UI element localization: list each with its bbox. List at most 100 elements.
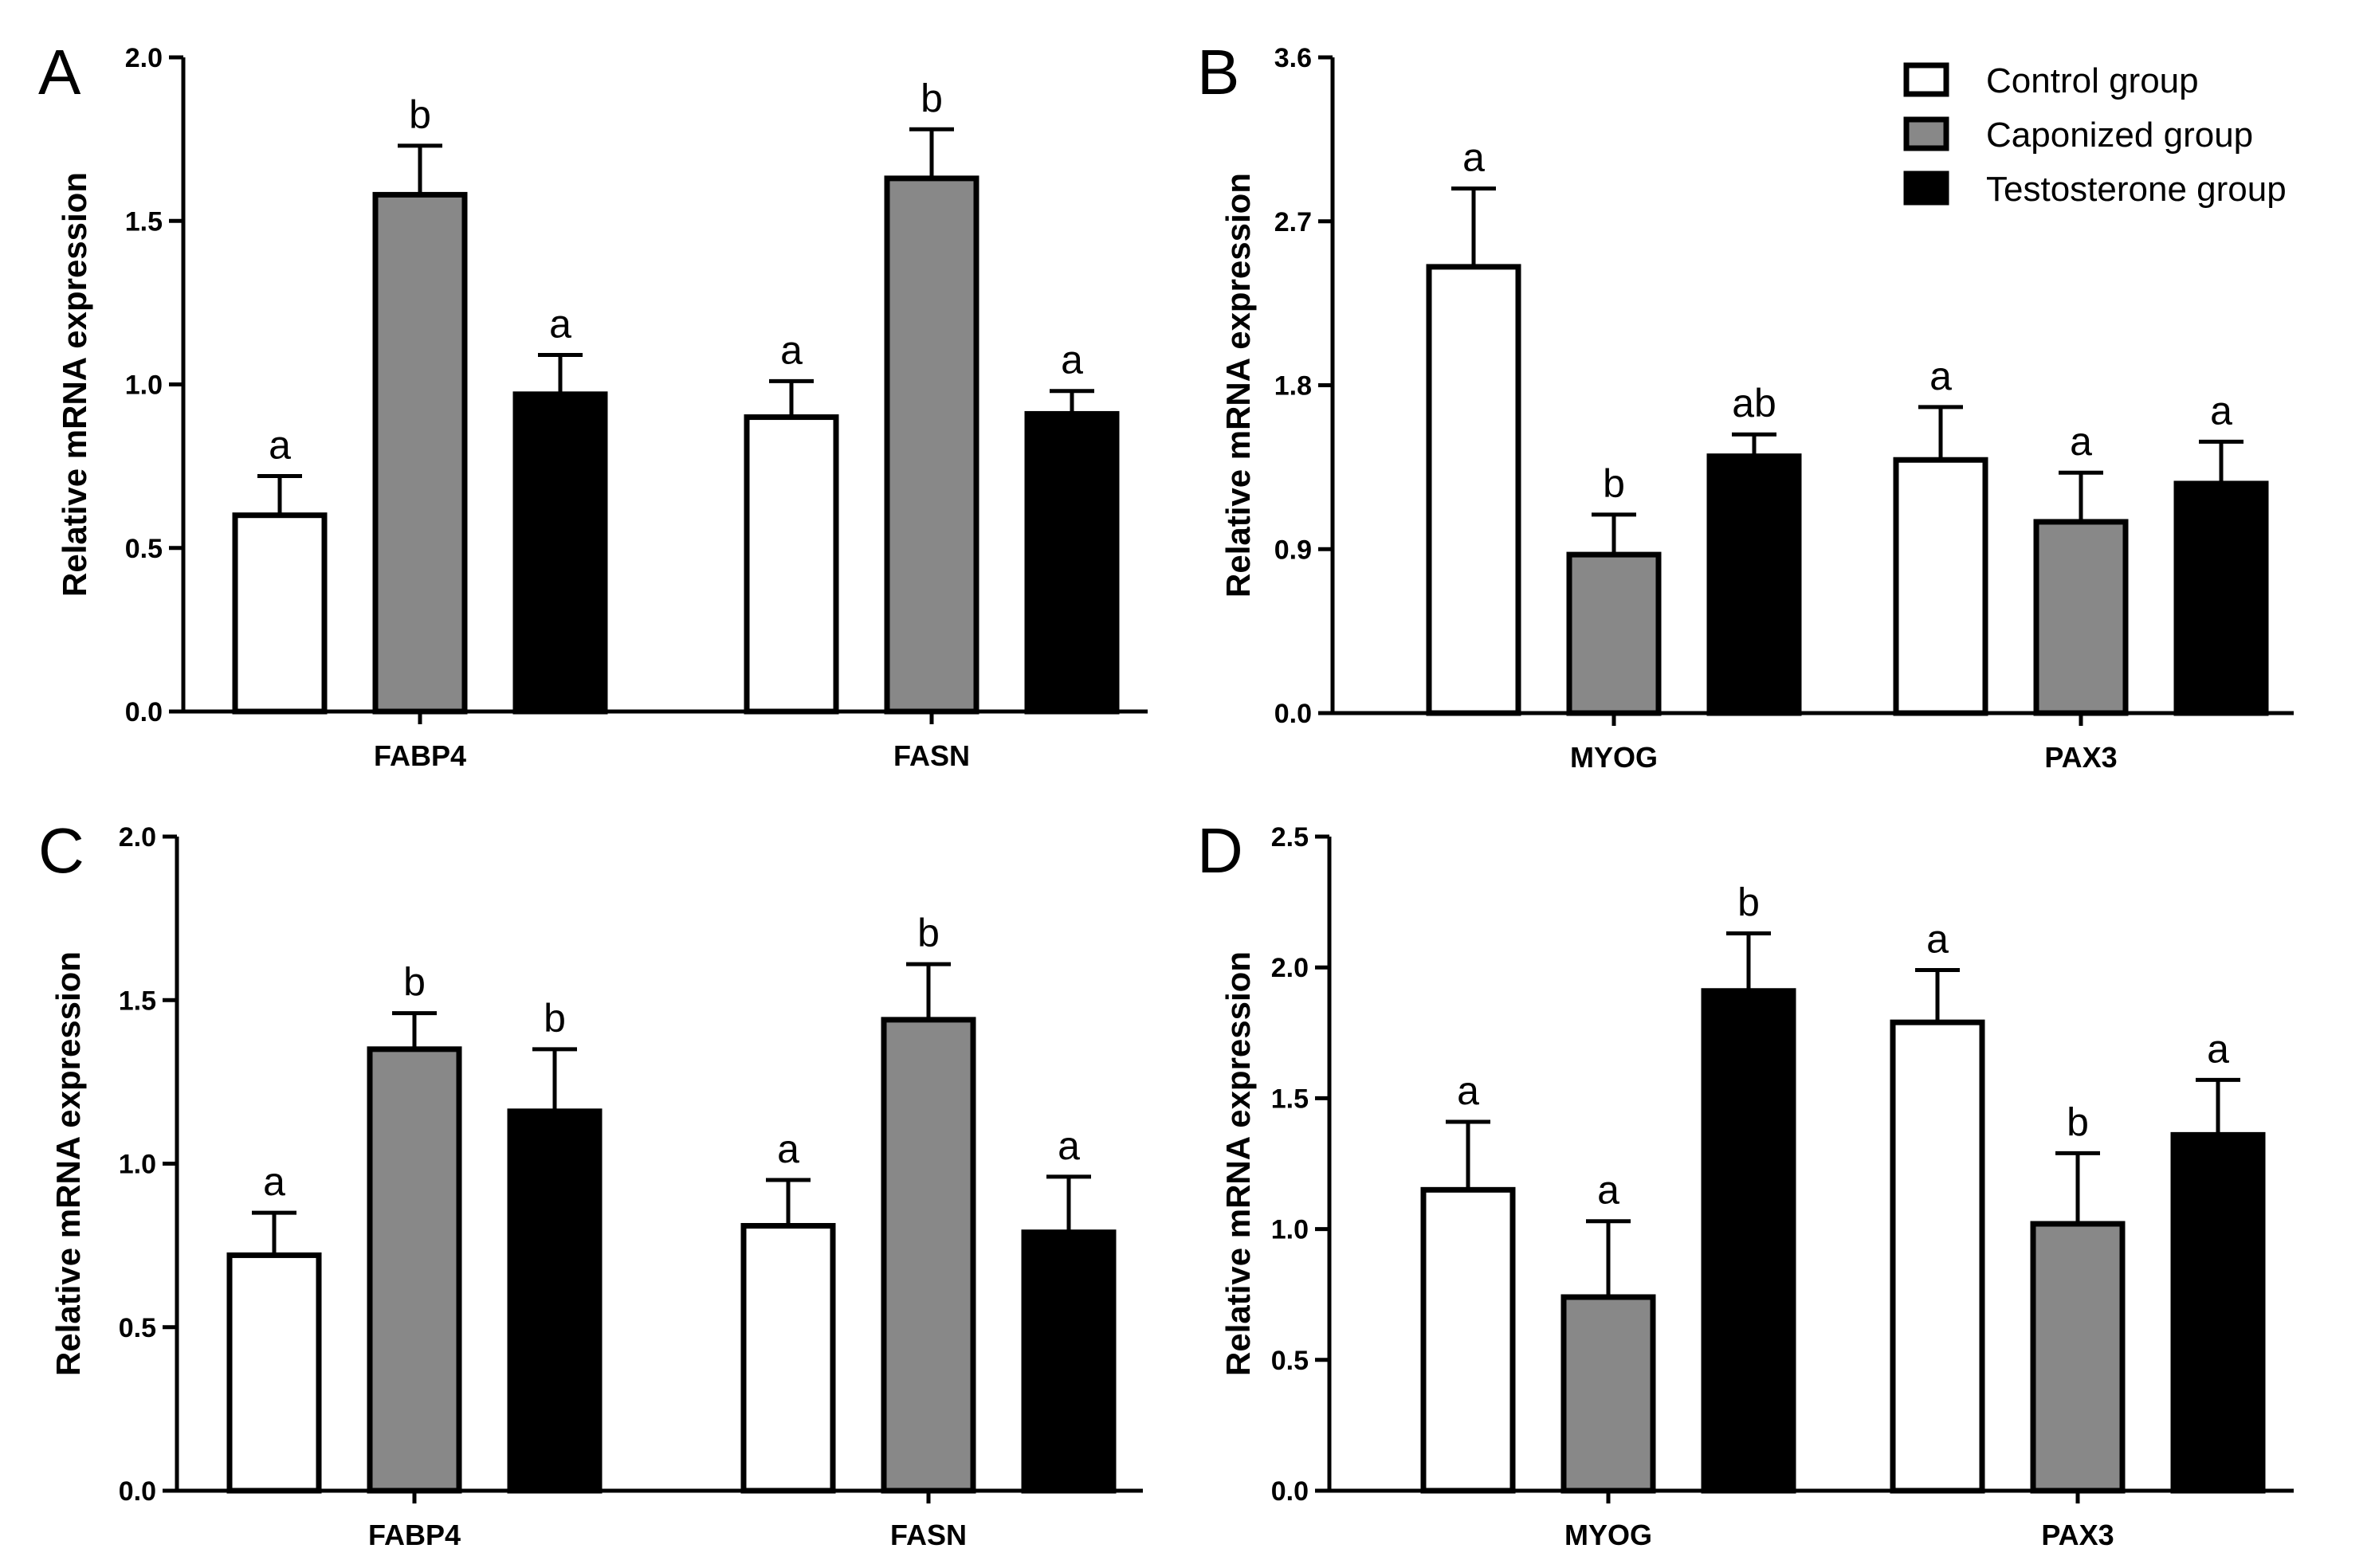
bar-testosterone-fasn xyxy=(1021,1229,1117,1494)
legend-label-caponized: Caponized group xyxy=(1986,116,2253,155)
error-bar xyxy=(2199,439,2243,484)
significance-label: a xyxy=(1462,135,1485,180)
error-bar xyxy=(2196,1077,2240,1135)
significance-label: b xyxy=(544,996,566,1041)
significance-label: a xyxy=(1597,1168,1619,1213)
bar-testosterone-myog xyxy=(1701,988,1796,1494)
y-tick-label: 1.5 xyxy=(1271,1084,1309,1114)
significance-label: a xyxy=(269,422,291,467)
bar-control-pax3 xyxy=(1893,457,1988,716)
bar-caponized-myog xyxy=(1560,1294,1656,1494)
bar-control-myog xyxy=(1420,1186,1516,1494)
y-tick-label: 2.7 xyxy=(1274,207,1312,237)
legend-label-testosterone: Testosterone group xyxy=(1986,170,2287,209)
y-tick-label: 0.5 xyxy=(119,1313,156,1343)
significance-label: a xyxy=(549,302,571,347)
error-bar xyxy=(1050,389,1094,414)
y-tick-label: 0.0 xyxy=(125,697,163,727)
significance-label: a xyxy=(1061,338,1083,382)
bar-control-fasn xyxy=(744,414,839,715)
bar-testosterone-fabp4 xyxy=(507,1108,603,1494)
error-bar xyxy=(1446,1119,1490,1190)
legend-swatch-control xyxy=(1903,62,1949,97)
x-tick-label: MYOG xyxy=(1570,741,1658,774)
bar-testosterone-pax3 xyxy=(2170,1131,2266,1494)
y-tick-label: 1.0 xyxy=(1271,1215,1309,1245)
error-bar xyxy=(1915,967,1960,1023)
error-bar xyxy=(2059,470,2103,522)
significance-label: b xyxy=(2067,1100,2089,1144)
error-bar xyxy=(1732,432,1776,457)
error-bar xyxy=(1046,1174,1091,1233)
significance-label: a xyxy=(1457,1068,1479,1113)
bar-caponized-fasn xyxy=(884,175,979,715)
significance-label: a xyxy=(2207,1026,2229,1071)
y-tick-label: 1.0 xyxy=(125,370,163,401)
bar-testosterone-fasn xyxy=(1024,410,1120,715)
panel-letter: A xyxy=(38,37,81,108)
y-axis-title: Relative mRNA expression xyxy=(1219,951,1257,1376)
bar-caponized-fabp4 xyxy=(372,191,468,715)
y-tick-label: 2.0 xyxy=(119,822,156,853)
legend-swatch-caponized xyxy=(1903,116,1949,151)
error-bar xyxy=(906,962,951,1020)
error-bar xyxy=(1586,1219,1631,1297)
bar-testosterone-pax3 xyxy=(2173,480,2269,716)
y-axis-title: Relative mRNA expression xyxy=(56,172,93,597)
panel-c: C Relative mRNA expression 0.0 0.5 1.0 1.5 2.0… xyxy=(38,815,1143,1551)
y-tick-label: 1.8 xyxy=(1274,371,1312,402)
y-tick-label: 2.5 xyxy=(1271,822,1309,853)
significance-label: b xyxy=(917,911,940,955)
bar-control-myog xyxy=(1426,264,1521,716)
significance-label: a xyxy=(2070,419,2092,464)
significance-label: a xyxy=(777,1127,799,1171)
error-bar xyxy=(257,473,302,515)
panel-d: D Relative mRNA expression 0.0 0.5 1.0 1.5 2.0… xyxy=(1197,815,2294,1551)
significance-label: b xyxy=(403,960,426,1005)
bar-control-fasn xyxy=(740,1222,836,1494)
y-tick-label: 0.5 xyxy=(1271,1346,1309,1376)
x-tick-label: PAX3 xyxy=(2041,1519,2114,1551)
panel-letter: B xyxy=(1197,37,1239,108)
panel-letter: D xyxy=(1197,815,1243,886)
significance-label: a xyxy=(1926,916,1949,961)
significance-label: a xyxy=(2210,388,2232,433)
y-tick-label: 0.0 xyxy=(1271,1476,1309,1507)
y-tick-label: 1.0 xyxy=(119,1150,156,1180)
error-bar xyxy=(909,127,954,178)
panel-b: B Relative mRNA expression 0.0 0.9 1.8 2.7 3.6… xyxy=(1197,37,2294,774)
error-bar xyxy=(252,1210,296,1256)
significance-label: b xyxy=(1603,461,1625,506)
y-axis-title: Relative mRNA expression xyxy=(49,951,87,1376)
error-bar xyxy=(1918,405,1963,461)
bar-caponized-pax3 xyxy=(2030,1221,2126,1494)
error-bar xyxy=(769,378,814,417)
significance-label: a xyxy=(263,1159,285,1204)
y-tick-label: 1.5 xyxy=(125,206,163,237)
y-axis-title: Relative mRNA expression xyxy=(1219,173,1257,598)
bar-caponized-fasn xyxy=(881,1017,976,1494)
legend-swatch-testosterone xyxy=(1903,171,1949,206)
x-tick-label: FABP4 xyxy=(368,1519,461,1551)
significance-label: a xyxy=(1929,354,1952,398)
bar-control-fabp4 xyxy=(232,512,328,715)
y-tick-label: 0.0 xyxy=(1274,699,1312,729)
error-bar xyxy=(1592,512,1636,555)
y-tick-label: 2.0 xyxy=(1271,953,1309,983)
bar-control-pax3 xyxy=(1890,1019,1985,1494)
y-tick-label: 0.0 xyxy=(119,1476,156,1507)
error-bar xyxy=(398,143,442,195)
error-bar xyxy=(1451,186,1496,267)
error-bar xyxy=(532,1047,577,1111)
x-tick-label: MYOG xyxy=(1564,1519,1652,1551)
bar-testosterone-myog xyxy=(1706,453,1802,716)
significance-label: a xyxy=(780,327,803,372)
significance-label: a xyxy=(1058,1123,1080,1168)
x-tick-label: PAX3 xyxy=(2044,741,2117,774)
panel-letter: C xyxy=(38,815,84,886)
y-tick-label: 0.5 xyxy=(125,534,163,564)
error-bar xyxy=(766,1178,811,1226)
significance-label: b xyxy=(921,76,943,120)
legend-label-control: Control group xyxy=(1986,61,2199,100)
